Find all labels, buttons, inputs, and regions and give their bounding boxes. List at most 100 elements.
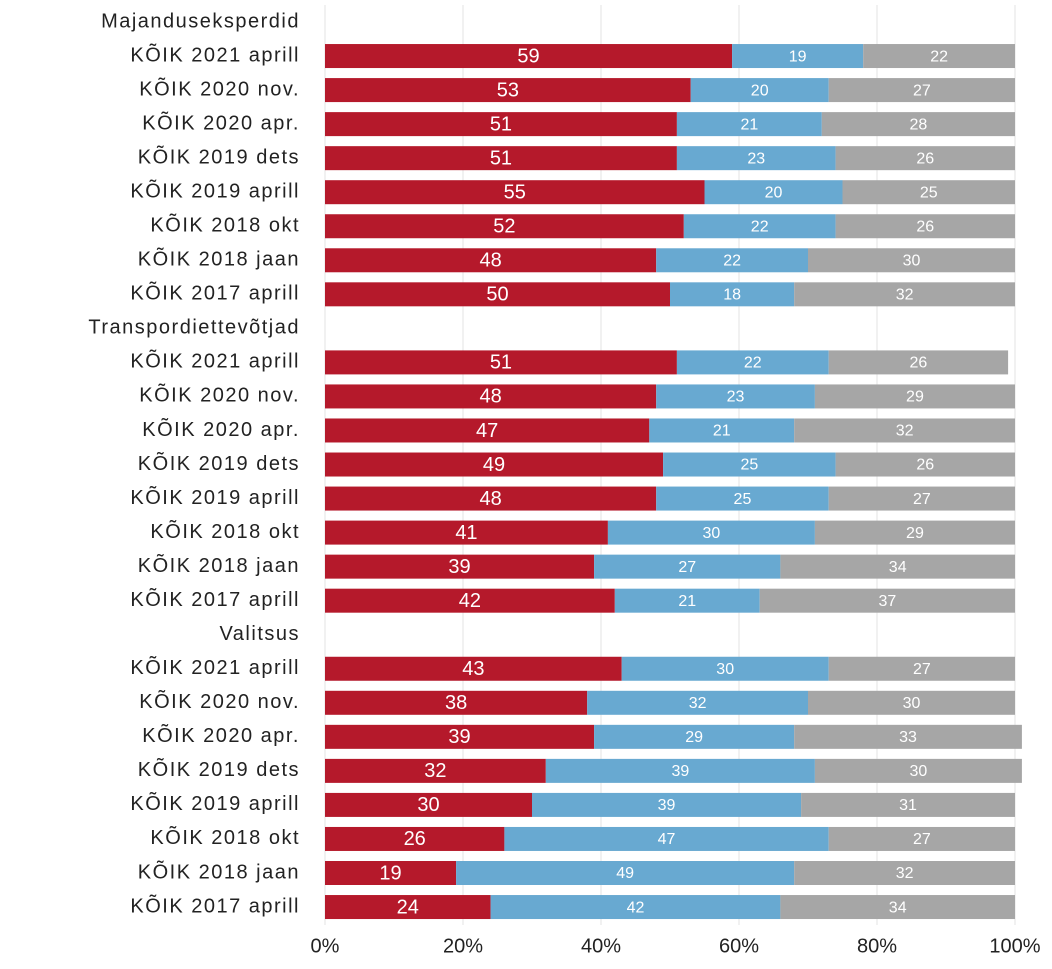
data-label: 25 — [734, 491, 752, 508]
y-tick-label: KÕIK 2017 aprill — [130, 893, 300, 917]
bar-segment — [325, 656, 622, 681]
y-tick-label: KÕIK 2021 aprill — [130, 655, 300, 679]
data-label: 30 — [716, 661, 734, 678]
data-label: 22 — [744, 355, 762, 372]
bar-segment — [325, 180, 705, 205]
data-label: 31 — [899, 797, 917, 814]
y-tick-label: KÕIK 2018 okt — [150, 213, 300, 237]
bar-segment — [656, 248, 808, 273]
bar-segment — [325, 282, 670, 307]
data-label: 47 — [658, 831, 676, 848]
bar-segment — [649, 418, 795, 443]
y-tick-label: KÕIK 2019 aprill — [130, 485, 300, 509]
bar-segment — [835, 452, 1015, 477]
data-label: 21 — [740, 116, 758, 133]
bar-segment — [621, 656, 829, 681]
y-tick-label: KÕIK 2019 aprill — [130, 178, 300, 202]
bar-segment — [801, 792, 1015, 817]
data-label: 30 — [910, 763, 928, 780]
data-label: 32 — [689, 695, 707, 712]
x-tick-label: 60% — [719, 935, 759, 957]
bar-segment — [325, 78, 691, 103]
bar-segment — [325, 146, 677, 171]
data-label: 26 — [404, 828, 426, 850]
y-tick-label: KÕIK 2018 okt — [150, 825, 300, 849]
data-label: 42 — [459, 590, 481, 612]
y-tick-label: KÕIK 2020 nov. — [139, 383, 300, 407]
data-label: 30 — [903, 695, 921, 712]
data-label: 39 — [671, 763, 689, 780]
y-tick-label: KÕIK 2018 jaan — [138, 247, 300, 271]
data-label: 32 — [424, 760, 446, 782]
bar-segment — [690, 78, 829, 103]
y-tick-label: KÕIK 2021 aprill — [130, 42, 300, 66]
x-tick-label: 100% — [989, 935, 1040, 957]
data-label: 38 — [445, 692, 467, 714]
bar-segment — [656, 486, 829, 511]
bar-segment — [828, 656, 1015, 681]
bar-segment — [325, 895, 491, 920]
data-label: 32 — [896, 865, 914, 882]
y-tick-label: KÕIK 2019 dets — [138, 144, 300, 168]
bar-segment — [325, 384, 657, 409]
bar-segment — [814, 758, 1022, 783]
bar-segment — [704, 180, 843, 205]
data-label: 25 — [740, 457, 758, 474]
x-tick-label: 0% — [311, 935, 340, 957]
data-label: 50 — [486, 284, 508, 306]
data-label: 52 — [493, 216, 515, 238]
bar-segment — [325, 248, 657, 273]
bar-segment — [821, 112, 1015, 137]
bar-segment — [325, 826, 505, 851]
bar-segment — [780, 554, 1015, 579]
bar-segment — [325, 214, 684, 239]
bar-segment — [794, 861, 1015, 885]
bar-segment — [325, 861, 457, 885]
bar-segment — [594, 724, 795, 749]
bar-segment — [828, 78, 1015, 103]
data-label: 51 — [490, 113, 512, 135]
bar-segment — [325, 690, 588, 715]
data-label: 41 — [455, 522, 477, 544]
y-tick-label: KÕIK 2017 aprill — [130, 281, 300, 305]
bar-segment — [325, 520, 608, 545]
data-label: 53 — [497, 79, 519, 101]
y-tick-label: KÕIK 2020 nov. — [139, 689, 300, 713]
x-tick-label: 40% — [581, 935, 621, 957]
data-label: 22 — [751, 218, 769, 235]
data-label: 39 — [658, 797, 676, 814]
bar-segment — [814, 384, 1015, 409]
bar-segment — [828, 350, 1009, 375]
y-tick-label: KÕIK 2020 apr. — [142, 110, 300, 134]
y-tick-label: KÕIK 2019 aprill — [130, 791, 300, 815]
data-label: 55 — [504, 181, 526, 203]
bar-segment — [607, 520, 815, 545]
bar-segment — [325, 758, 546, 783]
bar-segment — [594, 554, 781, 579]
data-label: 49 — [616, 865, 634, 882]
data-label: 32 — [896, 287, 914, 304]
data-label: 29 — [685, 729, 703, 746]
data-label: 19 — [379, 862, 401, 884]
y-tick-label: KÕIK 2019 dets — [138, 451, 300, 475]
data-label: 34 — [889, 559, 907, 576]
data-label: 23 — [727, 389, 745, 406]
bar-segment — [794, 282, 1015, 307]
bar-segment — [808, 248, 1015, 273]
data-label: 29 — [906, 525, 924, 542]
bar-segment — [532, 792, 802, 817]
data-label: 48 — [479, 488, 501, 510]
y-tick-label: KÕIK 2017 aprill — [130, 587, 300, 611]
bar-segment — [676, 350, 829, 375]
data-label: 48 — [479, 250, 501, 272]
bar-segment — [325, 452, 664, 477]
bar-segment — [759, 588, 1015, 613]
data-label: 51 — [490, 352, 512, 374]
bar-segment — [456, 861, 795, 885]
data-label: 30 — [903, 252, 921, 269]
bar-segment — [325, 554, 595, 579]
data-label: 21 — [678, 593, 696, 610]
data-label: 22 — [723, 252, 741, 269]
data-label: 39 — [448, 556, 470, 578]
y-tick-label: KÕIK 2018 okt — [150, 519, 300, 543]
